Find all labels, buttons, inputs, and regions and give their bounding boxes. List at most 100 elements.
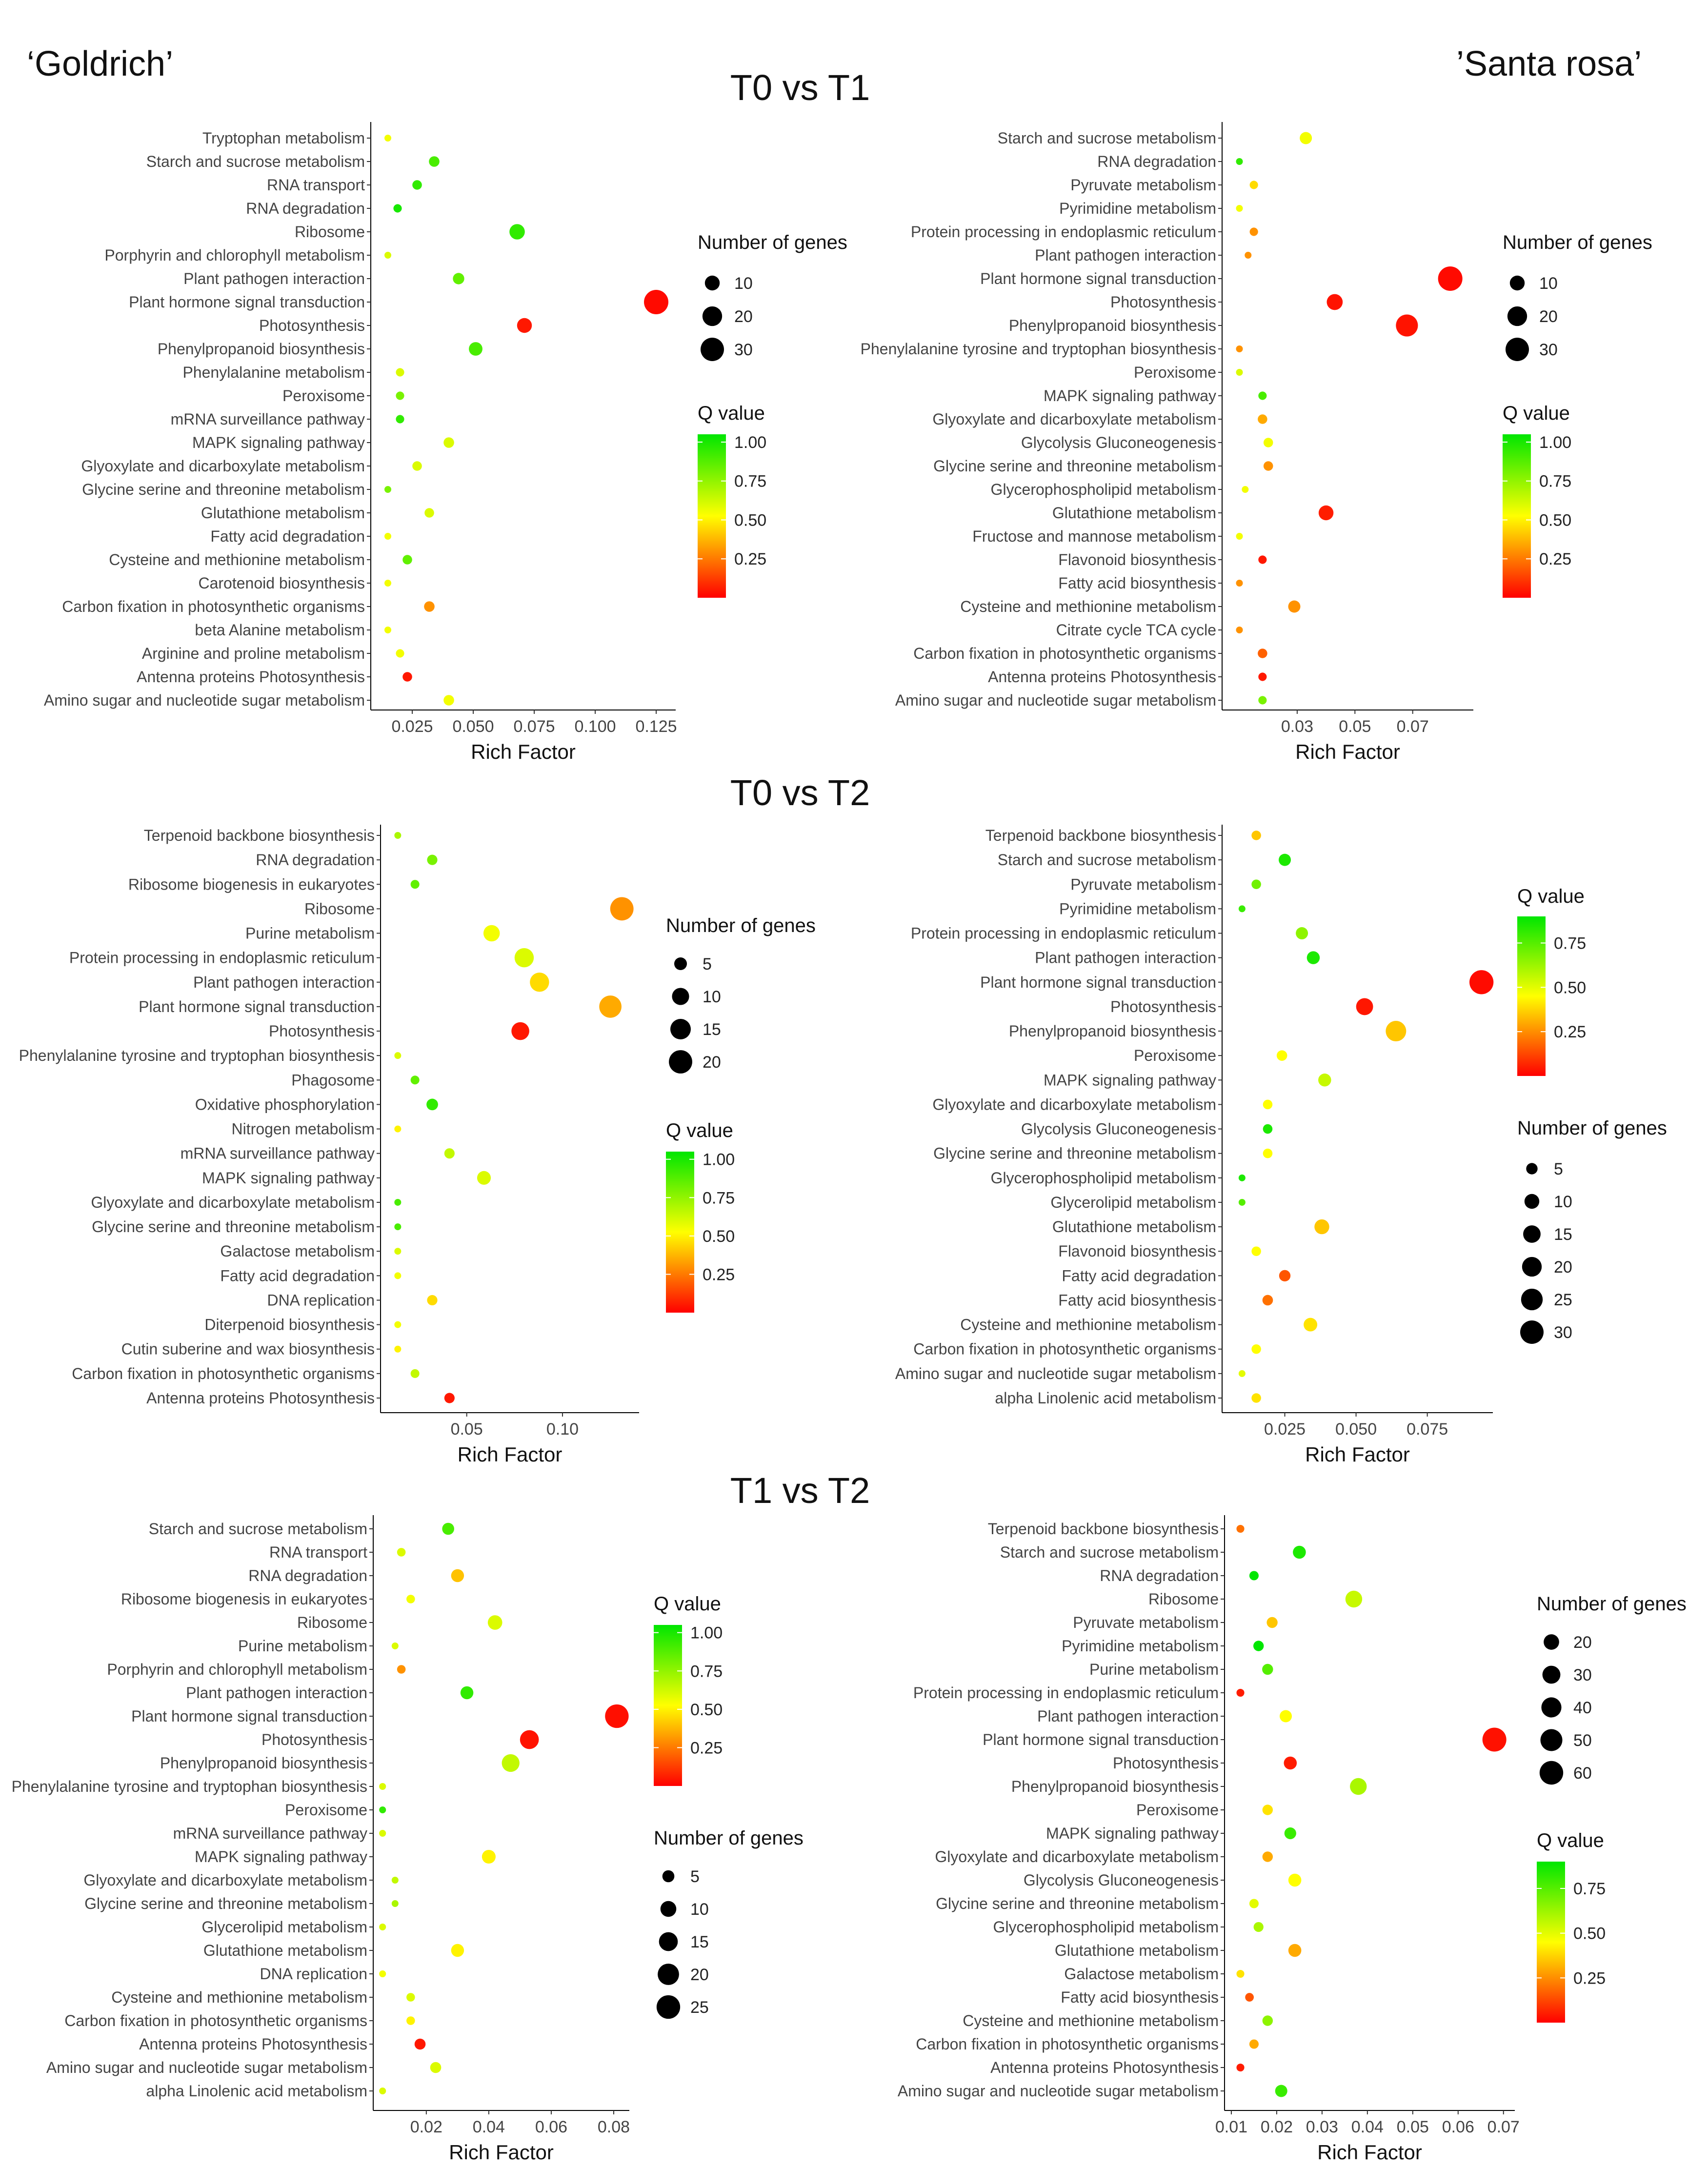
data-point	[397, 1548, 406, 1557]
size-legend-key	[1520, 1320, 1544, 1344]
q-legend-title: Q value	[1503, 403, 1570, 424]
y-tick-label: Phenylalanine metabolism	[182, 364, 365, 381]
x-tick-label: 0.06	[535, 2118, 567, 2136]
q-legend-title: Q value	[1517, 886, 1585, 907]
data-point	[394, 1321, 402, 1328]
data-point	[1263, 1124, 1273, 1134]
x-tick-label: 0.050	[452, 717, 494, 736]
y-tick-label: RNA degradation	[1097, 153, 1216, 170]
y-tick-label: Ribosome	[304, 900, 375, 917]
data-point	[1438, 266, 1463, 291]
y-tick-label: Plant hormone signal transduction	[129, 293, 365, 311]
data-point	[394, 1248, 402, 1255]
x-axis-title: Rich Factor	[1295, 740, 1400, 763]
size-legend-title: Number of genes	[666, 915, 816, 936]
y-tick-label: Antenna proteins Photosynthesis	[137, 668, 365, 686]
data-point	[406, 2016, 415, 2025]
y-tick-label: MAPK signaling pathway	[195, 1848, 367, 1866]
data-point	[384, 580, 391, 587]
y-tick-label: Carbon fixation in photosynthetic organi…	[913, 645, 1216, 662]
y-tick-label: Cysteine and methionine metabolism	[963, 2012, 1219, 2029]
y-tick-label: Photosynthesis	[1113, 1754, 1219, 1772]
y-tick-label: Glutathione metabolism	[1052, 1218, 1216, 1236]
data-point	[1236, 205, 1243, 212]
y-tick-label: Glycine serine and threonine metabolism	[82, 481, 365, 498]
y-tick-label: Glycerophospholipid metabolism	[991, 481, 1216, 498]
data-point	[1236, 158, 1243, 165]
data-point	[394, 1198, 402, 1206]
data-point	[1263, 1148, 1273, 1158]
q-legend-label: 0.25	[1554, 1023, 1586, 1041]
y-tick-label: Amino sugar and nucleotide sugar metabol…	[44, 691, 365, 709]
y-tick-label: Ribosome biogenesis in eukaryotes	[128, 875, 375, 893]
data-point	[1262, 1295, 1273, 1306]
q-colorbar	[698, 434, 726, 598]
data-point	[444, 1148, 455, 1159]
y-tick-label: Phenylalanine tyrosine and tryptophan bi…	[12, 1778, 367, 1795]
q-legend-label: 0.75	[1539, 472, 1571, 491]
y-tick-label: Carbon fixation in photosynthetic organi…	[916, 2035, 1219, 2053]
data-point	[1306, 951, 1320, 964]
data-point	[1251, 1246, 1261, 1256]
size-legend-label: 10	[690, 1900, 709, 1919]
data-point	[1249, 181, 1258, 189]
size-legend-key	[659, 1932, 678, 1951]
y-tick-label: Photosynthesis	[259, 317, 365, 334]
q-legend-label: 1.00	[690, 1624, 723, 1643]
data-point	[384, 486, 391, 493]
data-point	[379, 1830, 386, 1837]
data-point	[1249, 1899, 1259, 1908]
data-point	[384, 533, 391, 540]
data-point	[1482, 1727, 1507, 1752]
y-tick-label: Photosynthesis	[269, 1022, 375, 1040]
data-point	[396, 415, 404, 424]
q-legend-label: 0.50	[690, 1701, 723, 1719]
y-tick-label: Glutathione metabolism	[201, 504, 365, 522]
y-tick-label: Plant hormone signal transduction	[139, 998, 375, 1015]
data-point	[1258, 414, 1267, 424]
y-tick-label: Plant pathogen interaction	[1035, 246, 1216, 264]
data-point	[1262, 1805, 1273, 1815]
size-legend-label: 10	[734, 274, 753, 293]
y-tick-label: Photosynthesis	[1110, 293, 1216, 311]
x-tick-label: 0.08	[598, 2118, 630, 2136]
data-point	[1284, 1756, 1297, 1770]
y-tick-label: Phenylpropanoid biosynthesis	[160, 1754, 367, 1772]
size-legend-key	[672, 988, 689, 1005]
size-legend-label: 30	[1554, 1323, 1572, 1342]
size-legend-key	[1521, 1288, 1543, 1311]
x-tick-label: 0.050	[1335, 1420, 1377, 1439]
y-tick-label: Ribosome biogenesis in eukaryotes	[121, 1590, 367, 1608]
y-tick-label: Glycerolipid metabolism	[201, 1918, 367, 1936]
size-legend-title: Number of genes	[654, 1827, 804, 1849]
data-point	[1396, 314, 1418, 337]
y-tick-label: Peroxisome	[1136, 1801, 1219, 1819]
data-point	[444, 1393, 455, 1403]
y-tick-label: Carbon fixation in photosynthetic organi…	[72, 1365, 375, 1382]
y-tick-label: Glycerolipid metabolism	[1050, 1194, 1216, 1211]
data-point	[1236, 369, 1243, 376]
size-legend-title: Number of genes	[698, 232, 847, 253]
data-point	[1263, 1099, 1273, 1110]
data-point	[1258, 391, 1267, 400]
q-legend-label: 0.25	[734, 550, 766, 568]
size-legend-label: 60	[1573, 1764, 1592, 1783]
data-point	[1238, 1370, 1246, 1377]
data-point	[1236, 627, 1243, 633]
y-tick-label: Peroxisome	[282, 387, 365, 405]
data-point	[394, 1052, 402, 1059]
data-point	[1326, 294, 1343, 310]
y-tick-label: Glutathione metabolism	[1052, 504, 1216, 522]
y-tick-label: MAPK signaling pathway	[1046, 1825, 1219, 1842]
y-tick-label: Peroxisome	[1134, 1047, 1216, 1064]
q-legend-label: 0.25	[1573, 1969, 1606, 1987]
size-legend-label: 15	[1554, 1225, 1572, 1244]
size-legend-title: Number of genes	[1537, 1593, 1687, 1615]
size-legend-title: Number of genes	[1503, 232, 1652, 253]
data-point	[487, 1615, 502, 1630]
data-point	[1293, 1545, 1306, 1559]
section-title-t1-t2: T1 vs T2	[730, 1470, 870, 1511]
y-tick-label: MAPK signaling pathway	[1044, 1071, 1216, 1089]
y-tick-label: Carbon fixation in photosynthetic organi…	[913, 1340, 1216, 1358]
